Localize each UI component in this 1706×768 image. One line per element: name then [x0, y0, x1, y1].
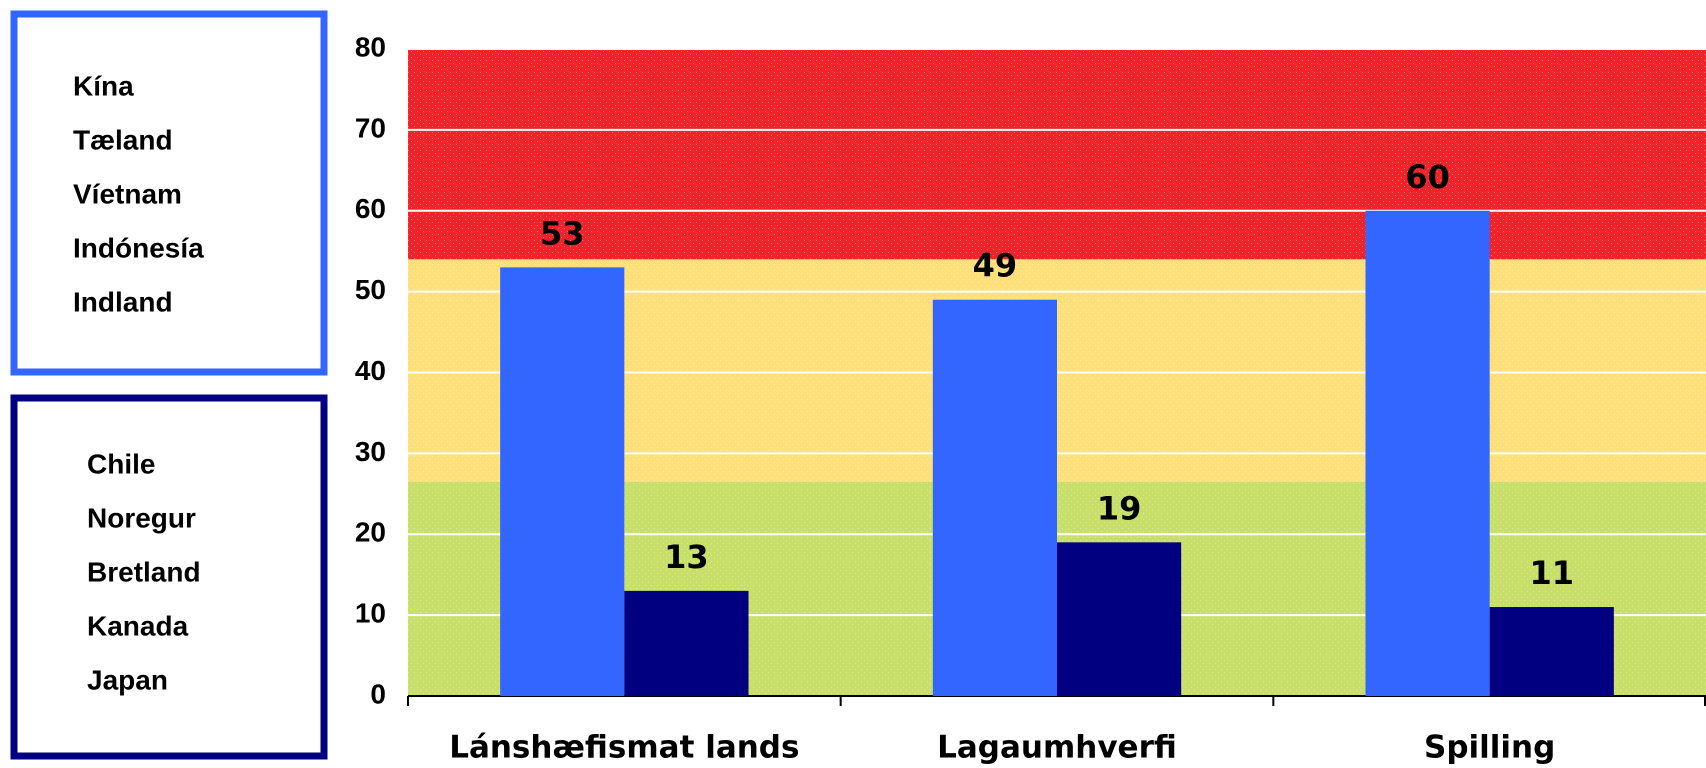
y-tick-label: 0	[370, 678, 386, 709]
legend-entry: Noregur	[87, 502, 196, 533]
x-tick-label: Lagaumhverfi	[937, 730, 1177, 766]
x-tick-label: Spilling	[1424, 730, 1555, 766]
y-tick-label: 40	[355, 355, 386, 386]
legend-entry: Japan	[87, 664, 168, 695]
y-tick-label: 30	[355, 436, 386, 467]
legend-entry: Kína	[73, 70, 134, 101]
bar	[1057, 542, 1182, 696]
legend-entry: Indland	[73, 286, 173, 317]
legend-entry: Víetnam	[73, 178, 182, 209]
value-label: 13	[664, 538, 709, 576]
legend-entry: Bretland	[87, 556, 201, 587]
value-label: 19	[1097, 489, 1142, 527]
bar	[1365, 210, 1490, 696]
y-tick-label: 10	[355, 598, 386, 629]
y-tick-label: 20	[355, 517, 386, 548]
bar	[932, 299, 1057, 696]
value-label: 60	[1405, 158, 1450, 196]
legend-entry: Indónesía	[73, 232, 204, 263]
legend-entry: Kanada	[87, 610, 189, 641]
legend-entry: Tæland	[73, 124, 173, 155]
y-tick-label: 60	[355, 193, 386, 224]
y-tick-label: 50	[355, 274, 386, 305]
value-label: 53	[540, 214, 585, 252]
legend-box	[10, 10, 328, 376]
legend-entry: Chile	[87, 448, 155, 479]
y-tick-label: 80	[355, 31, 386, 62]
bar	[1489, 607, 1614, 696]
x-tick-label: Lánshæfismat lands	[449, 730, 799, 766]
legend-box	[10, 394, 328, 760]
bar	[500, 267, 625, 696]
y-tick-label: 70	[355, 112, 386, 143]
bar	[624, 590, 749, 696]
value-label: 49	[973, 247, 1018, 285]
value-label: 11	[1529, 554, 1574, 592]
